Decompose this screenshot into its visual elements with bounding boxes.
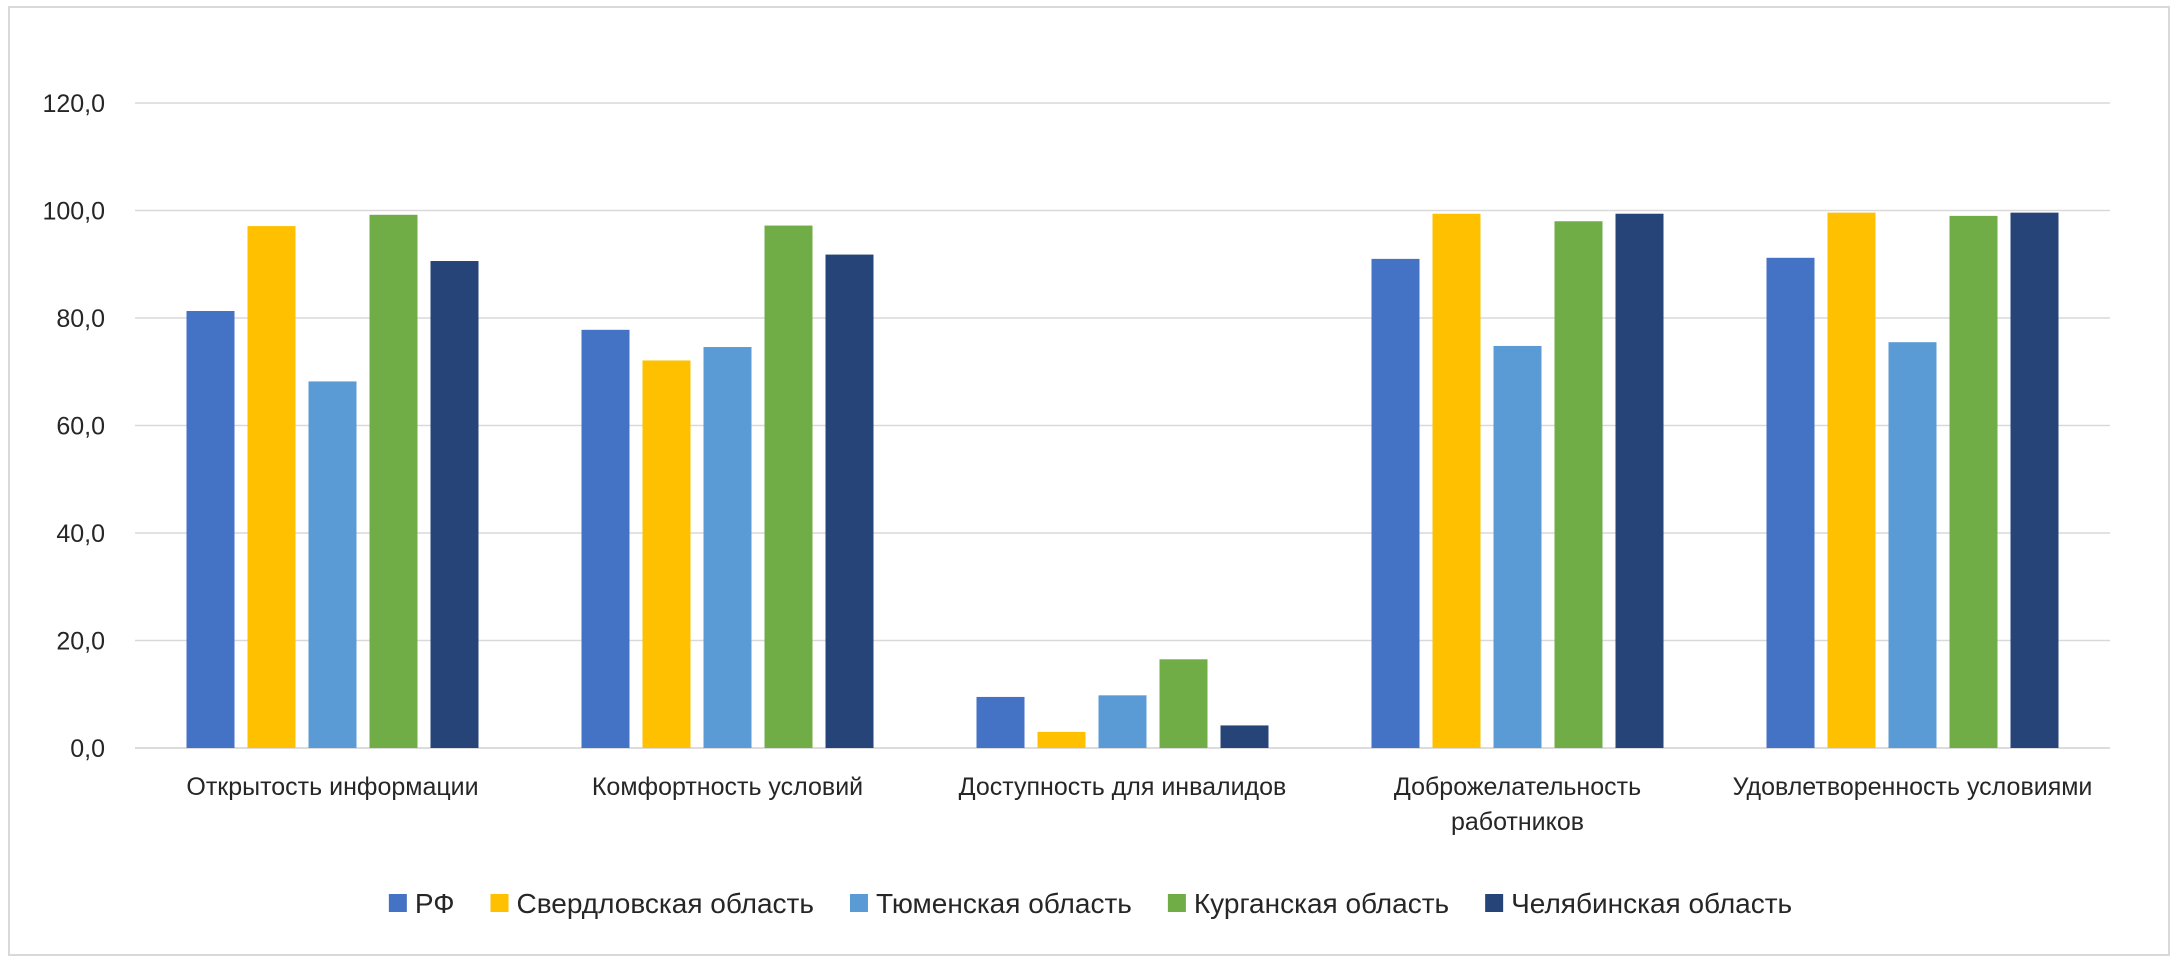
y-axis: 0,0 20,0 40,0 60,0 80,0 100,0 120,0 <box>42 90 105 763</box>
legend-item: Свердловская область <box>490 888 814 919</box>
bar <box>581 329 630 748</box>
y-tick-label: 100,0 <box>42 198 105 226</box>
legend-label: Курганская область <box>1194 888 1449 919</box>
bar <box>1493 345 1542 748</box>
bar <box>1888 342 1937 748</box>
y-tick-label: 120,0 <box>42 90 105 118</box>
legend-item: РФ <box>388 888 455 919</box>
bar <box>1827 212 1876 748</box>
bar <box>703 347 752 748</box>
bar <box>1159 659 1208 748</box>
bar <box>764 225 813 749</box>
y-tick-label: 20,0 <box>56 628 105 656</box>
bar <box>1766 257 1815 748</box>
legend-swatch <box>388 894 407 912</box>
bar <box>1949 215 1998 748</box>
y-tick-label: 40,0 <box>56 520 105 548</box>
legend-label: Тюменская область <box>876 888 1132 919</box>
bar <box>308 381 357 748</box>
bar <box>1220 725 1269 748</box>
x-axis: Открытость информации Комфортность услови… <box>186 773 2092 836</box>
bar <box>1615 213 1664 749</box>
x-tick-label: Открытость информации <box>186 773 478 801</box>
bar <box>2010 212 2059 748</box>
bar <box>1037 731 1086 748</box>
x-tick-label: Комфортность условий <box>592 773 863 801</box>
legend-swatch <box>1167 894 1186 912</box>
legend-item: Курганская область <box>1167 888 1449 919</box>
x-tick-label: Доступность для инвалидов <box>959 773 1287 801</box>
y-tick-label: 60,0 <box>56 413 105 441</box>
bar <box>186 311 235 748</box>
bar <box>976 696 1025 748</box>
bar <box>1098 695 1147 748</box>
bar <box>1371 258 1420 748</box>
bar <box>247 226 296 748</box>
legend-label: РФ <box>415 888 455 919</box>
bar <box>369 214 418 749</box>
legend-swatch <box>1485 894 1504 912</box>
y-tick-label: 80,0 <box>56 305 105 333</box>
legend-label: Челябинская область <box>1511 888 1792 919</box>
x-tick-label: Удовлетворенность условиями <box>1733 773 2093 801</box>
x-tick-label: Доброжелательность работников <box>1394 773 1641 836</box>
bar <box>430 261 479 748</box>
legend-item: Челябинская область <box>1485 888 1792 919</box>
legend-swatch <box>490 894 509 912</box>
legend: РФ Свердловская область Тюменская область К… <box>388 888 1792 919</box>
bar <box>1554 221 1603 748</box>
legend-swatch <box>849 894 868 912</box>
bar <box>825 254 874 748</box>
legend-label: Свердловская область <box>517 888 814 919</box>
y-tick-label: 0,0 <box>70 735 105 763</box>
bar <box>642 360 691 748</box>
bar <box>1432 213 1481 749</box>
legend-item: Тюменская область <box>849 888 1132 919</box>
bars <box>186 212 2059 749</box>
